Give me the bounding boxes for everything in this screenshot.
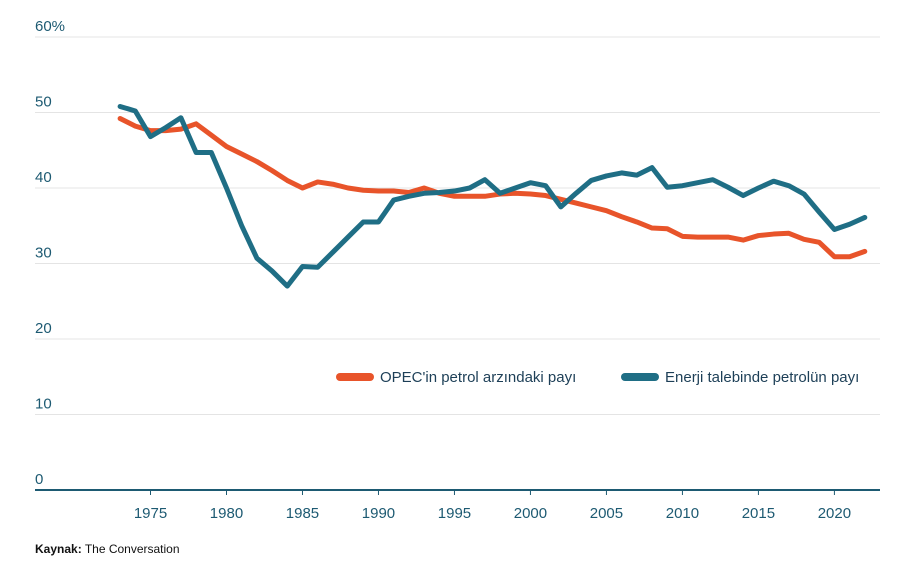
x-tick-label: 2020 <box>818 505 851 522</box>
x-tick-label: 2005 <box>590 505 623 522</box>
legend-label: OPEC'in petrol arzındaki payı <box>380 369 576 386</box>
y-tick-label: 0 <box>35 471 43 488</box>
x-tick-label: 2000 <box>514 505 547 522</box>
y-tick-label: 60% <box>35 18 65 35</box>
source: Kaynak: The Conversation <box>35 542 180 556</box>
y-tick-label: 30 <box>35 245 52 262</box>
line-series <box>117 103 868 289</box>
legend-label: Enerji talebinde petrolün payı <box>665 369 859 386</box>
x-tick-label: 2015 <box>742 505 775 522</box>
y-tick-label: 50 <box>35 94 52 111</box>
x-tick-label: 1990 <box>362 505 395 522</box>
y-tick-label: 40 <box>35 169 52 186</box>
y-tick-label: 20 <box>35 320 52 337</box>
x-tick-label: 1995 <box>438 505 471 522</box>
line-series <box>117 116 868 260</box>
source-text: The Conversation <box>85 542 180 556</box>
x-tick-label: 2010 <box>666 505 699 522</box>
y-tick-label: 10 <box>35 396 52 413</box>
x-tick-label: 1980 <box>210 505 243 522</box>
legend: OPEC'in petrol arzındaki payı Enerji tale… <box>336 369 859 386</box>
x-tick-label: 1975 <box>134 505 167 522</box>
x-tick-label: 1985 <box>286 505 319 522</box>
source-label: Kaynak: <box>35 542 82 556</box>
